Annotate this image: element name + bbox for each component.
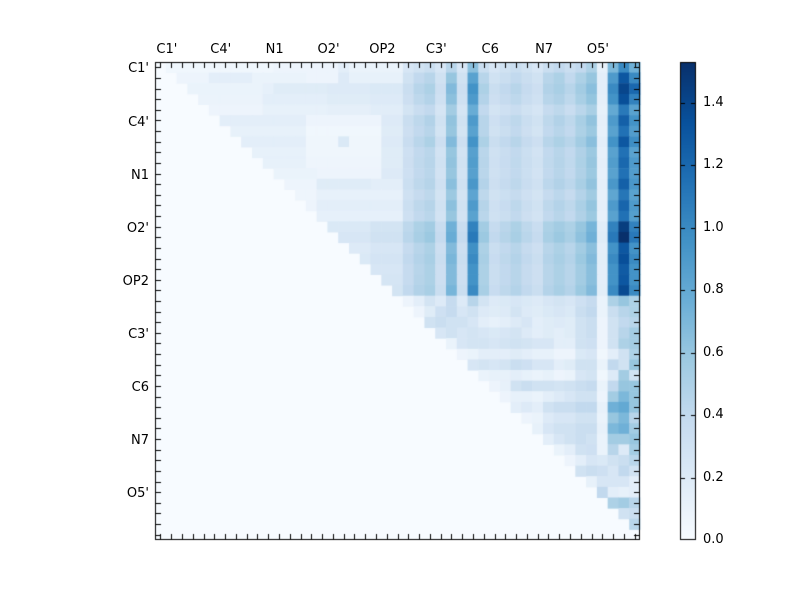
x-axis-label: O5' [586,42,609,57]
colorbar-tick-label: 0.4 [703,407,724,423]
colorbar-tick-label: 1.4 [703,94,724,110]
x-axis-label: O2' [317,42,340,57]
y-axis-label: N7 [131,433,149,449]
y-axis-label: C4' [128,114,149,130]
y-axis-label: C1' [128,61,149,77]
y-axis-label: O2' [126,220,149,236]
x-axis-label: C3' [425,42,447,57]
colorbar-tick-label: 0.6 [703,344,724,360]
colorbar-tick-label: 1.0 [703,219,724,235]
y-axis-label: OP2 [122,273,149,289]
x-axis-label: C4' [210,42,232,57]
y-axis-label: N1 [131,167,149,183]
colorbar-tick-label: 0.2 [703,469,724,485]
colorbar-tick-label: 0.8 [703,282,724,298]
x-axis-label: C6 [481,42,499,57]
y-axis-label: O5' [126,486,149,502]
colorbar-tick-label: 1.2 [703,157,724,173]
y-axis-label: C3' [128,326,149,342]
y-axis-label: C6 [131,380,149,396]
x-axis-label: N7 [535,42,554,57]
colorbar-tick-label: 0.0 [703,532,724,547]
x-axis-label: C1' [156,42,178,57]
x-axis-label: N1 [265,42,284,57]
x-axis-label: OP2 [369,42,396,57]
